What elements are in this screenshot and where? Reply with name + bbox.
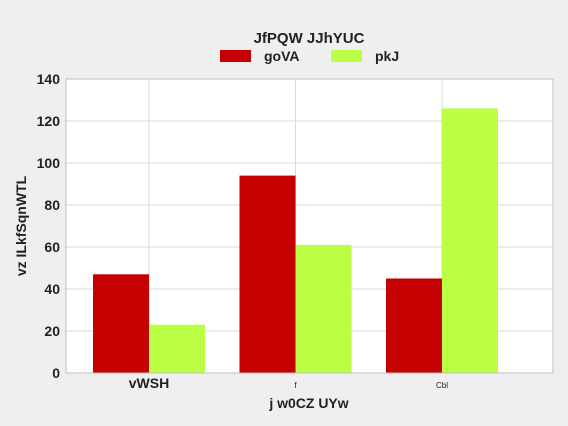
legend: goVA pkJ (220, 48, 399, 64)
bar-pkJ-Cbl (442, 108, 498, 374)
bar-pkJ-f (295, 244, 352, 373)
plot-frame (65, 78, 554, 374)
legend-label-pkJ: pkJ (375, 48, 399, 64)
y-tick-label: 140 (37, 71, 61, 87)
y-tick-labels: 0 20 40 60 80 100 120 140 (37, 71, 61, 381)
y-tick-label: 80 (44, 197, 60, 213)
bar-goVA-Cbl (386, 278, 442, 373)
bar-goVA-vWSH (93, 274, 149, 373)
legend-swatch-pkJ (331, 50, 362, 62)
y-tick-label: 120 (37, 113, 61, 129)
bars (93, 108, 498, 374)
legend-swatch-goVA (220, 50, 251, 62)
chart-title: JfPQW JJhYUC (254, 30, 365, 47)
legend-label-goVA: goVA (264, 48, 300, 64)
x-tick-label: vWSH (129, 375, 169, 391)
y-axis-label: vz ILkfSqnWTL (13, 175, 29, 276)
y-tick-label: 20 (44, 323, 60, 339)
y-tick-label: 0 (52, 365, 60, 381)
bar-pkJ-vWSH (149, 324, 205, 373)
x-tick-label: f (294, 381, 297, 390)
y-tick-label: 100 (37, 155, 61, 171)
bar-goVA-f (239, 175, 296, 373)
y-tick-label: 60 (44, 239, 60, 255)
x-tick-labels: vWSH f Cbl (129, 375, 448, 391)
x-tick-label: Cbl (436, 381, 448, 390)
x-axis-label: j w0CZ UYw (268, 395, 348, 411)
y-tick-label: 40 (44, 281, 60, 297)
